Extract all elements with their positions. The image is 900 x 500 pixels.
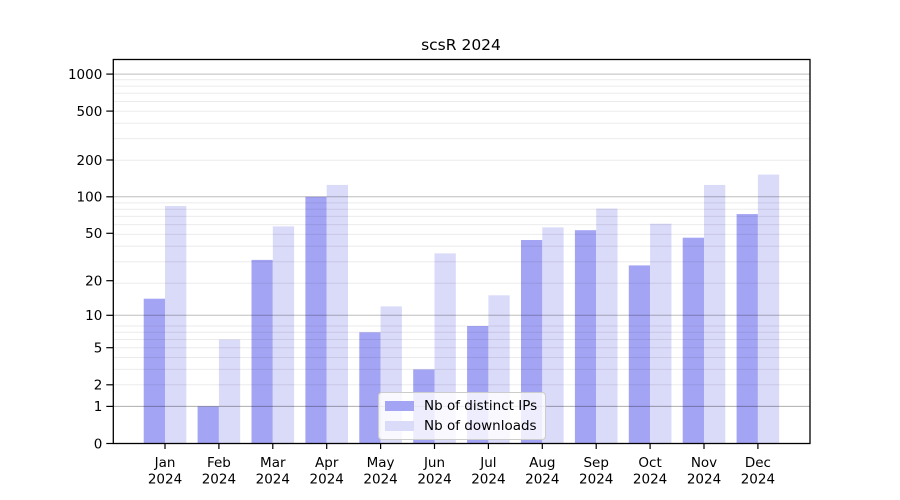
- y-tick-label: 1000: [68, 67, 102, 83]
- x-tick-label-month: Apr: [315, 455, 339, 471]
- x-tick-label-month: Jul: [479, 455, 496, 471]
- y-tick-label: 5: [94, 341, 103, 357]
- bar-downloads-sep: [596, 208, 618, 444]
- x-tick-label-year: 2024: [202, 472, 236, 488]
- x-tick-label-year: 2024: [310, 472, 344, 488]
- bar-downloads-feb: [218, 339, 241, 444]
- x-tick-label-month: Jun: [423, 455, 445, 471]
- bar-distinct-ips-oct: [628, 265, 651, 444]
- x-tick-label-month: May: [367, 455, 395, 471]
- x-tick-label-month: Sep: [583, 455, 608, 471]
- x-tick-label-year: 2024: [148, 472, 182, 488]
- chart-title: scsR 2024: [421, 36, 501, 54]
- x-tick-label-year: 2024: [687, 472, 721, 488]
- legend-swatch-distinct-ips: [385, 400, 414, 411]
- x-tick-label-month: Feb: [207, 455, 231, 471]
- x-tick-label-year: 2024: [525, 472, 559, 488]
- x-tick-label-year: 2024: [741, 472, 775, 488]
- bar-distinct-ips-feb: [197, 406, 219, 444]
- bar-downloads-aug: [542, 227, 564, 444]
- x-tick-label-month: Nov: [691, 455, 717, 471]
- bar-distinct-ips-mar: [251, 259, 273, 444]
- bar-downloads-mar: [272, 226, 295, 444]
- y-tick-label: 100: [77, 190, 103, 206]
- x-tick-label-month: Dec: [745, 455, 771, 471]
- x-tick-label-year: 2024: [579, 472, 613, 488]
- y-tick-label: 0: [94, 436, 103, 452]
- plot-border: [112, 58, 811, 445]
- x-tick-label-year: 2024: [633, 472, 667, 488]
- legend-label-distinct-ips: Nb of distinct IPs: [424, 397, 538, 414]
- x-tick-label-month: Mar: [260, 455, 286, 471]
- bar-downloads-apr: [326, 184, 348, 444]
- bar-downloads-jan: [165, 206, 187, 444]
- bar-distinct-ips-nov: [682, 237, 704, 444]
- bar-distinct-ips-dec: [736, 214, 758, 444]
- y-tick-label: 20: [85, 274, 102, 290]
- bar-distinct-ips-may: [359, 332, 381, 444]
- legend: Nb of distinct IPs Nb of downloads: [378, 392, 547, 440]
- x-tick-label-month: Jan: [154, 455, 176, 471]
- y-tick-label: 200: [77, 153, 103, 169]
- legend-label-downloads: Nb of downloads: [424, 417, 537, 434]
- legend-entry-distinct-ips: Nb of distinct IPs: [385, 396, 537, 415]
- x-tick-label-year: 2024: [471, 472, 505, 488]
- x-tick-label-year: 2024: [417, 472, 451, 488]
- bar-downloads-dec: [757, 174, 780, 444]
- x-tick-label-year: 2024: [256, 472, 290, 488]
- y-tick-label: 500: [77, 104, 103, 120]
- x-tick-label-month: Aug: [529, 455, 555, 471]
- bar-distinct-ips-jan: [143, 298, 165, 444]
- bar-distinct-ips-apr: [305, 196, 327, 444]
- x-tick-label-month: Oct: [638, 455, 661, 471]
- x-tick-label-year: 2024: [363, 472, 397, 488]
- y-tick-label: 10: [85, 308, 102, 324]
- y-tick-label: 1: [94, 399, 103, 415]
- bar-downloads-oct: [650, 223, 672, 444]
- y-tick-label: 2: [94, 378, 103, 394]
- legend-entry-downloads: Nb of downloads: [385, 416, 537, 435]
- bar-distinct-ips-sep: [574, 230, 597, 444]
- bar-downloads-nov: [704, 184, 726, 444]
- y-tick-label: 50: [85, 226, 102, 242]
- legend-swatch-downloads: [385, 420, 414, 431]
